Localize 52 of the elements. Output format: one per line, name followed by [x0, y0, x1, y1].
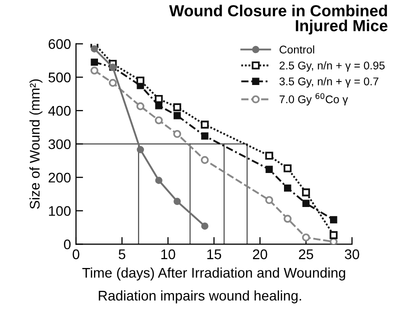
point	[200, 120, 209, 129]
point	[330, 216, 338, 224]
point	[90, 45, 98, 52]
legend-label: 2.5 Gy, n/n + γ = 0.95	[280, 61, 385, 72]
point	[155, 102, 162, 110]
x-tick-label: 0	[72, 249, 80, 260]
point	[201, 132, 208, 140]
y-tick-label: 0	[64, 239, 71, 250]
point	[174, 198, 181, 206]
y-tick-label: 100	[49, 206, 71, 216]
point	[173, 103, 182, 112]
y-tick-label: 400	[48, 106, 71, 116]
point	[284, 164, 292, 172]
point	[302, 234, 310, 242]
y-axis-title: Size of Wound (mm²)	[29, 79, 42, 209]
y-tick-label: 600	[48, 39, 71, 49]
y-tick-label: 200	[48, 172, 71, 183]
x-tick-label: 25	[298, 249, 314, 260]
x-tick-label: 30	[344, 249, 360, 260]
point	[201, 222, 208, 230]
point	[155, 176, 162, 184]
point	[302, 188, 310, 196]
point	[136, 102, 144, 110]
point	[136, 76, 144, 85]
point	[200, 156, 209, 164]
x-tick-label: 5	[118, 250, 126, 260]
legend-label: 7.0 Gy $^{60}$Co γ	[280, 93, 348, 106]
x-tick-label: 15	[207, 250, 222, 260]
point	[302, 200, 310, 208]
y-tick-label: 300	[48, 139, 71, 150]
point	[266, 166, 273, 173]
point	[330, 231, 338, 240]
y-tick-label: 500	[48, 72, 71, 82]
point	[284, 214, 292, 223]
point	[90, 58, 98, 66]
point	[265, 152, 274, 160]
point	[136, 146, 144, 154]
text: Radiation impairs wound healing.	[98, 290, 302, 304]
legend-label: Control	[280, 45, 314, 54]
legend-label: 3.5 Gy, n/n + γ = 0.7	[279, 77, 378, 88]
point	[174, 112, 181, 120]
point	[284, 184, 292, 192]
x-tick-label: 10	[161, 249, 176, 260]
point	[108, 78, 117, 87]
point	[154, 116, 163, 124]
point	[90, 66, 98, 74]
point	[154, 94, 163, 103]
x-tick-label: 20	[252, 249, 268, 260]
x-axis-title: Time (days) After Irradiation and Wounding	[82, 268, 346, 280]
chart-title: Wound Closure in Combined Injured Mice	[169, 4, 388, 34]
point	[173, 130, 182, 138]
point	[265, 196, 274, 204]
